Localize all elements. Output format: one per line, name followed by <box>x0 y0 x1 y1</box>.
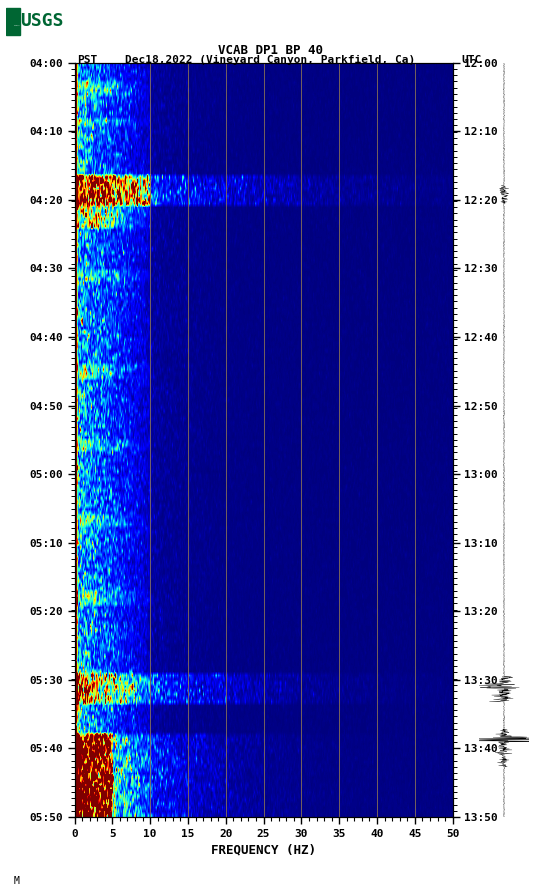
Text: USGS: USGS <box>20 13 63 30</box>
Text: VCAB DP1 BP 40: VCAB DP1 BP 40 <box>218 44 323 56</box>
Text: UTC: UTC <box>461 54 481 65</box>
Text: M: M <box>14 876 20 886</box>
Text: Dec18,2022 (Vineyard Canyon, Parkfield, Ca): Dec18,2022 (Vineyard Canyon, Parkfield, … <box>125 54 416 65</box>
Bar <box>6 8 20 35</box>
Text: #006633: #006633 <box>14 24 20 26</box>
Text: PST: PST <box>77 54 98 65</box>
X-axis label: FREQUENCY (HZ): FREQUENCY (HZ) <box>211 843 316 856</box>
